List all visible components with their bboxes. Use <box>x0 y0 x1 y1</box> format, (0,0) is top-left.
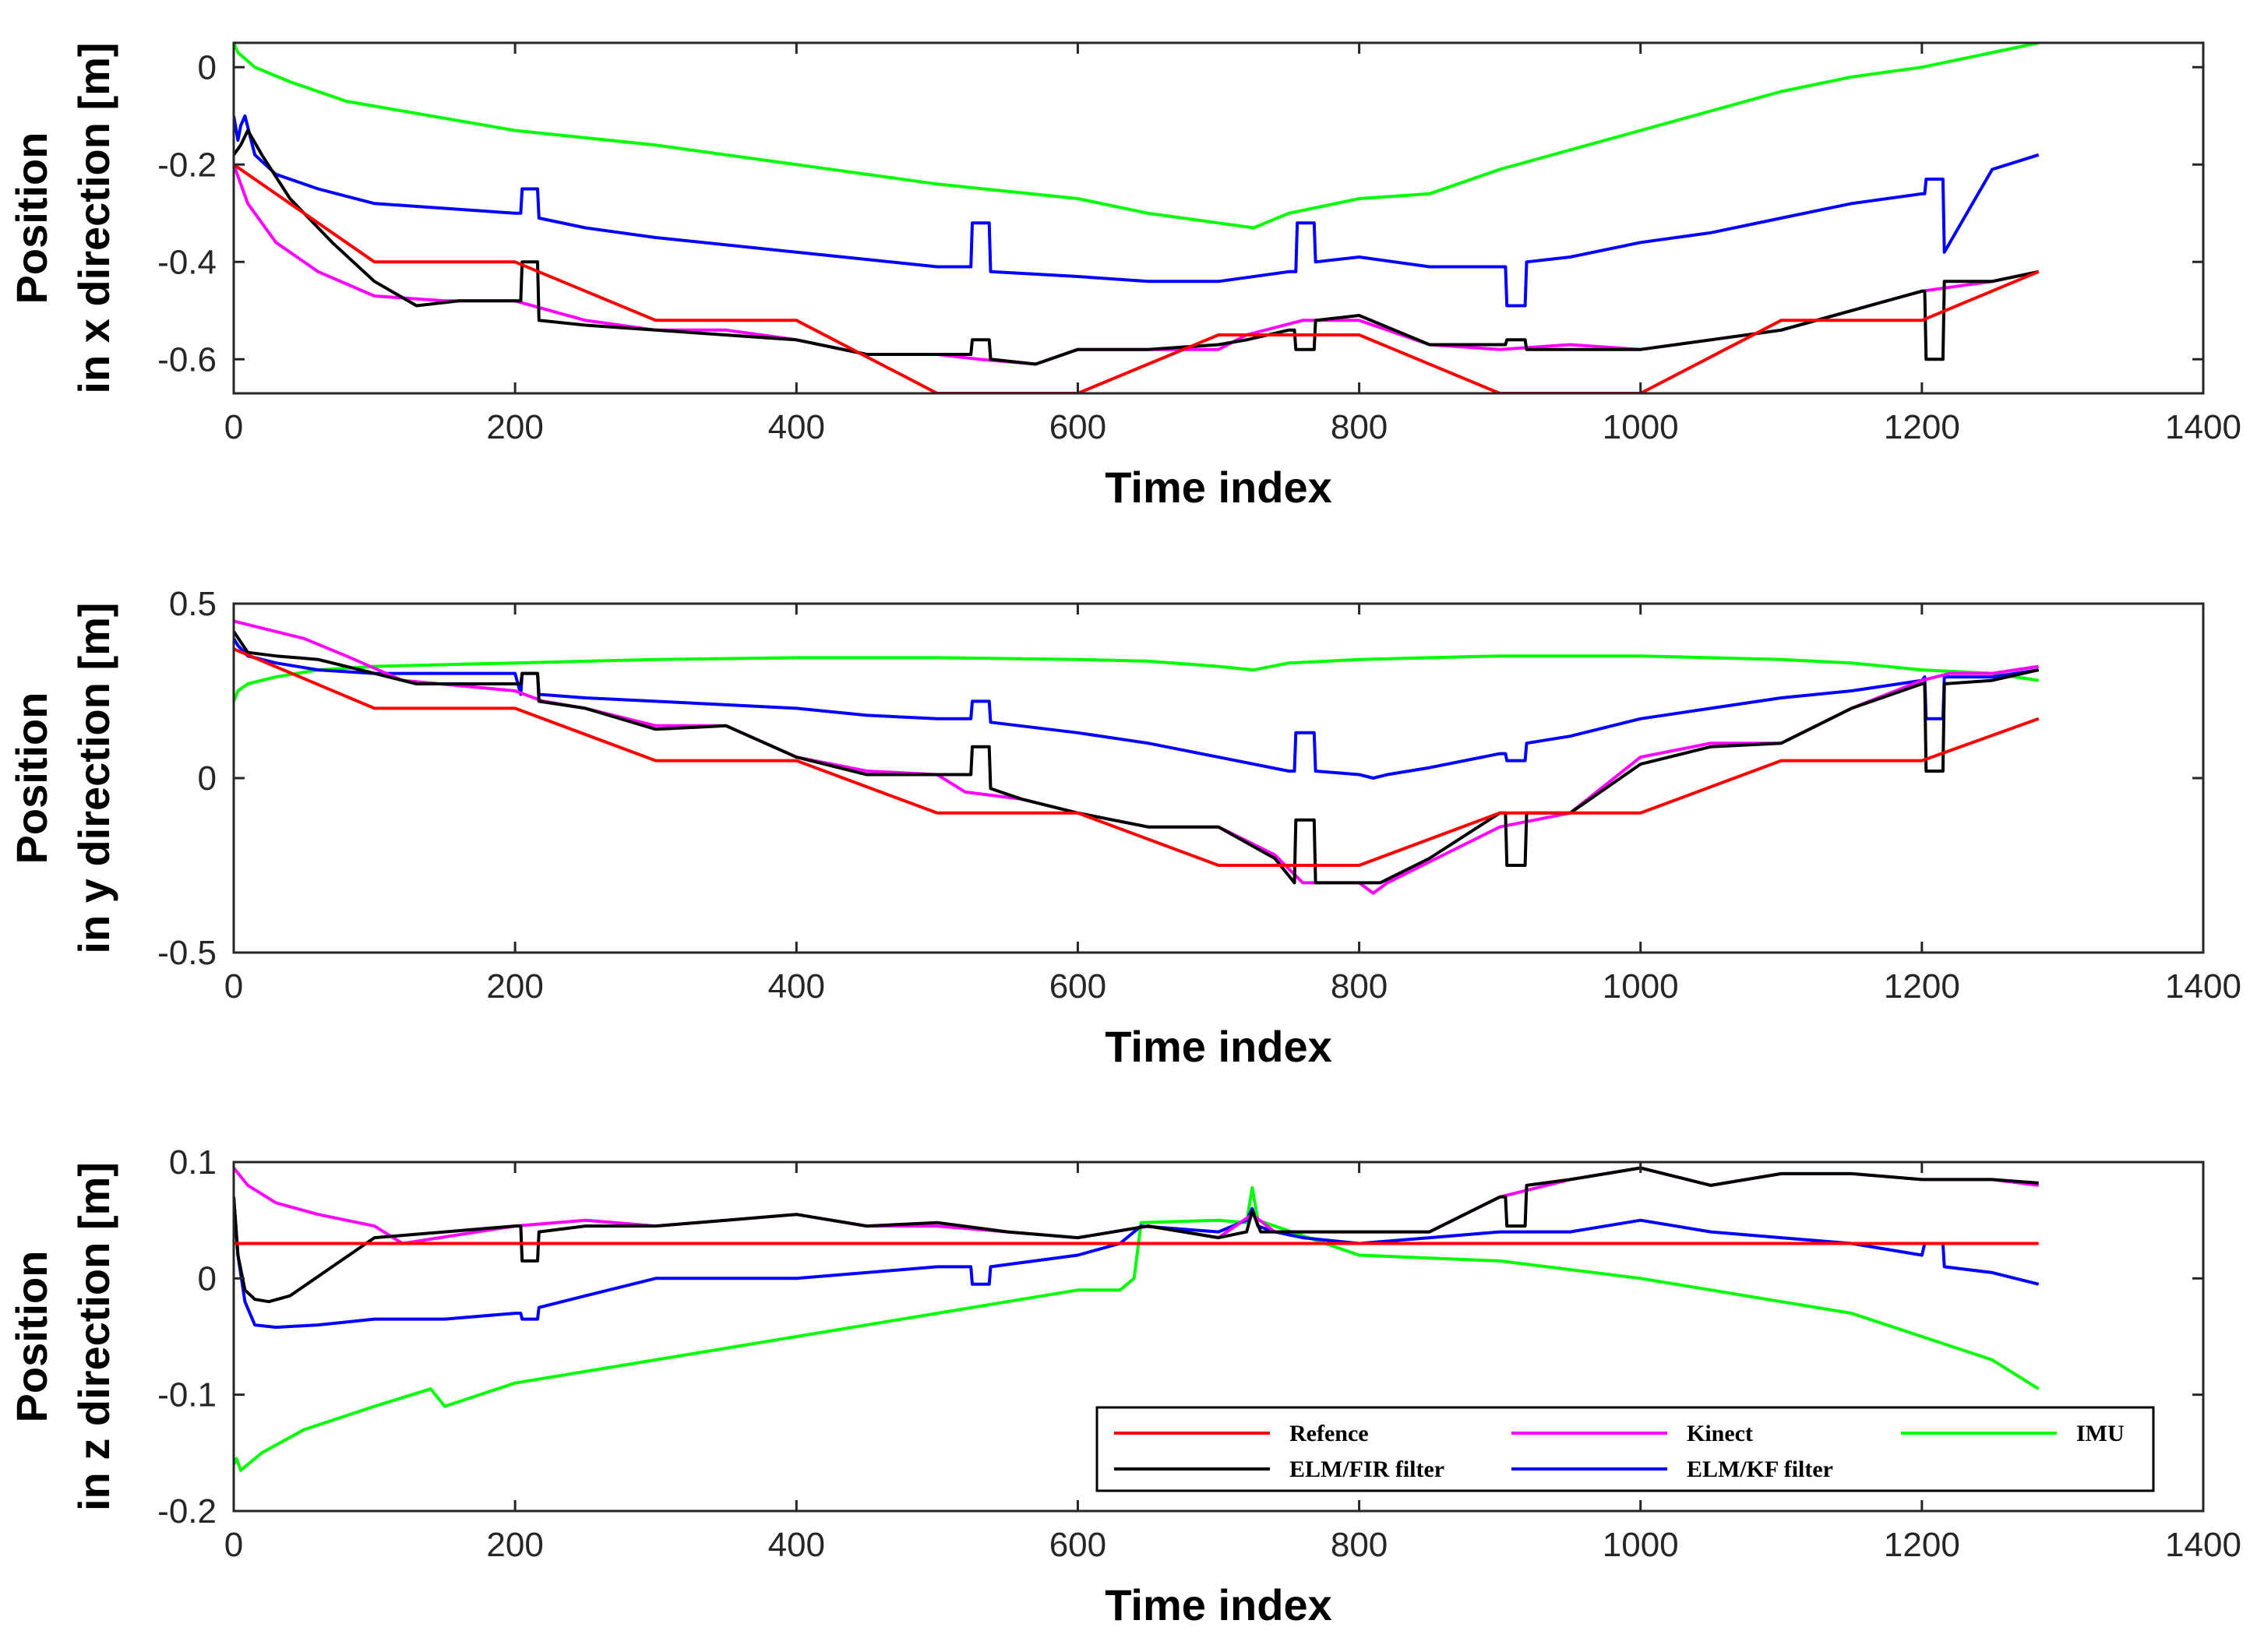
y-tick-label: 0.1 <box>169 1143 217 1182</box>
series-line-elm-fir-filter <box>234 1166 2039 1304</box>
x-tick-label: 600 <box>1049 1526 1106 1564</box>
x-tick-label: 200 <box>486 408 543 446</box>
x-tick-label: 800 <box>1331 408 1388 446</box>
y-tick-label: -0.1 <box>157 1376 217 1414</box>
x-tick-label: 1000 <box>1603 408 1679 446</box>
x-tick-label: 600 <box>1049 967 1106 1006</box>
series-line-refence <box>234 647 2040 867</box>
x-tick-label: 0 <box>224 408 243 446</box>
legend-label-elm-kf-filter: ELM/KF filter <box>1687 1457 1833 1482</box>
y-axis-label-line: in y direction [m] <box>69 602 118 953</box>
y-axis-label-line: Position <box>7 132 56 305</box>
series-group-x <box>234 43 2040 393</box>
x-tick-label: 400 <box>768 1526 825 1564</box>
y-axis-label-line: in x direction [m] <box>69 42 118 393</box>
series-line-elm-fir-filter <box>234 630 2040 885</box>
series-line-imu <box>234 1185 2040 1472</box>
series-line-imu <box>234 43 2040 230</box>
subplot-z-position: 0 200 400 600 800 1000 1200 1400 0.1 0 -0.1 -0.2 Tim… <box>7 1143 2241 1629</box>
series-line-refence <box>234 163 2040 393</box>
x-axis-label: Time index <box>1105 1022 1332 1071</box>
x-tick-label: 1400 <box>2165 1526 2241 1564</box>
series-group-y <box>234 619 2040 895</box>
axes-frame-y <box>232 602 2205 954</box>
series-line-imu <box>234 654 2039 703</box>
legend-label-kinect: Kinect <box>1687 1421 1753 1446</box>
x-axis-label: Time index <box>1105 463 1332 512</box>
y-tick-label: 0.5 <box>169 585 217 623</box>
x-axis-label: Time index <box>1105 1580 1332 1629</box>
series-group-z <box>234 1166 2040 1472</box>
x-tick-label: 1400 <box>2165 967 2241 1006</box>
axes-frame-x <box>232 41 2205 395</box>
series-line-kinect <box>234 164 2040 366</box>
subplot-x-position: 0 200 400 600 800 1000 1200 1400 0 -0.2 -0.4 -0.6 Ti… <box>7 41 2241 512</box>
y-tick-label: -0.4 <box>157 243 217 281</box>
legend-label-imu: IMU <box>2076 1421 2125 1446</box>
x-tick-label: 1000 <box>1603 1526 1679 1564</box>
x-tick-label: 400 <box>768 967 825 1006</box>
axes-frame-z <box>232 1161 2205 1513</box>
y-tick-label: -0.6 <box>157 340 217 379</box>
series-line-elm-kf-filter <box>234 114 2040 308</box>
y-axis-label-line: in z direction [m] <box>69 1162 118 1511</box>
x-tick-label: 1200 <box>1884 408 1960 446</box>
x-tick-label: 1400 <box>2165 408 2241 446</box>
series-line-elm-fir-filter <box>234 129 2040 366</box>
x-tick-label: 0 <box>224 1526 243 1564</box>
legend-label-refence: Refence <box>1289 1421 1369 1446</box>
series-line-kinect <box>234 1166 2039 1245</box>
x-tick-label: 600 <box>1049 408 1106 446</box>
x-tick-label: 1200 <box>1884 967 1960 1006</box>
x-tick-label: 400 <box>768 408 825 446</box>
x-tick-label: 200 <box>486 967 543 1006</box>
y-tick-label: -0.2 <box>157 146 217 184</box>
y-axis-label-line: Position <box>7 1251 56 1423</box>
y-tick-label: 0 <box>198 759 217 798</box>
y-tick-label: -0.2 <box>157 1492 217 1530</box>
x-tick-label: 800 <box>1331 1526 1388 1564</box>
x-tick-label: 0 <box>224 967 243 1006</box>
series-line-elm-kf-filter <box>234 637 2039 780</box>
x-tick-label: 1000 <box>1603 967 1679 1006</box>
x-tick-label: 800 <box>1331 967 1388 1006</box>
y-axis-label-line: Position <box>7 692 56 865</box>
y-tick-label: -0.5 <box>157 934 217 972</box>
legend-box <box>1095 1406 2155 1492</box>
legend: Refence Kinect IMU ELM/FIR filter ELM/KF fil… <box>1095 1406 2155 1492</box>
x-tick-label: 200 <box>486 1526 543 1564</box>
legend-label-elm-fir-filter: ELM/FIR filter <box>1289 1457 1444 1482</box>
y-tick-label: 0 <box>198 1259 217 1298</box>
y-tick-label: 0 <box>198 48 217 86</box>
x-tick-label: 1200 <box>1884 1526 1960 1564</box>
